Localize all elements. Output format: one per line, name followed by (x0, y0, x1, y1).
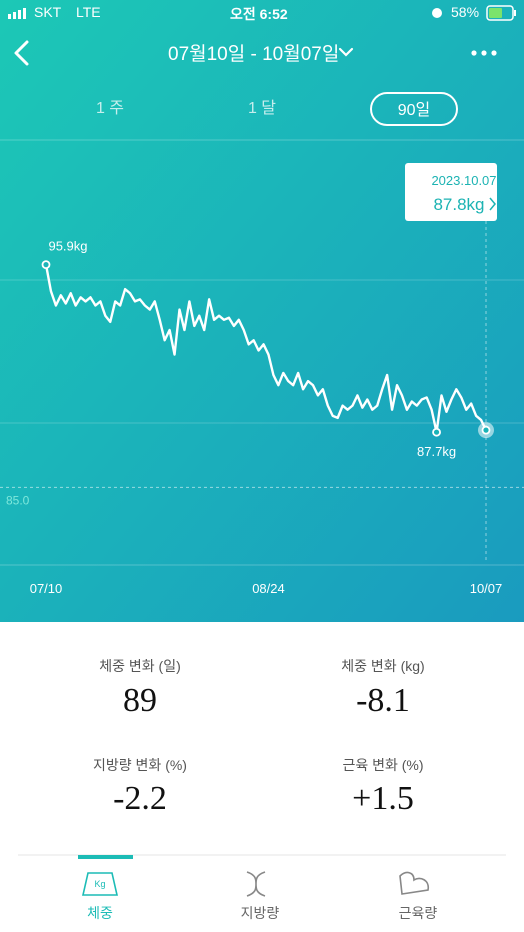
stat-label: 지방량 변화 (%) (93, 757, 187, 773)
weight-line (44, 263, 488, 434)
battery-percent: 58% (451, 4, 480, 20)
tooltip-date: 2023.10.07 (431, 173, 496, 188)
battery-level (489, 8, 502, 18)
stat-label: 체중 변화 (일) (99, 658, 181, 674)
nav-indicator (78, 855, 133, 859)
stat-value: -2.2 (113, 780, 167, 817)
point-marker (432, 427, 441, 437)
weight-icon[interactable]: Kg (81, 872, 119, 896)
reference-label: 85.0 (6, 493, 30, 507)
tooltip-chevron (489, 197, 496, 211)
signal-icon (8, 8, 26, 19)
nav-item[interactable]: 지방량 (240, 905, 280, 921)
plot: 85.0 07/10 08/24 10/07 95.9kg 87.7kg 2023.10.0… (0, 163, 524, 596)
more-button[interactable] (471, 50, 497, 56)
point-marker (41, 260, 51, 270)
carrier: SKT (34, 4, 62, 20)
dropdown-icon[interactable] (338, 47, 354, 57)
battery-tip (514, 10, 516, 16)
stat-value: +1.5 (352, 780, 414, 817)
x-tick-label: 10/07 (470, 581, 503, 596)
fat-icon[interactable] (246, 871, 266, 897)
background (0, 0, 524, 622)
tooltip-box (405, 163, 497, 221)
value-label: 95.9kg (48, 239, 87, 254)
clock: 오전 6:52 (230, 6, 288, 22)
tab[interactable]: 1 달 (247, 100, 277, 117)
stat-value: 89 (123, 682, 157, 719)
network: LTE (76, 4, 101, 20)
alarm-icon (432, 8, 442, 18)
stat-value: -8.1 (356, 682, 410, 719)
stat-label: 근육 변화 (%) (342, 757, 424, 773)
back-button[interactable] (14, 40, 29, 66)
nav-item[interactable]: 체중 (87, 905, 113, 921)
stat-label: 체중 변화 (kg) (341, 658, 425, 674)
svg-text:Kg: Kg (94, 879, 105, 889)
tab[interactable]: 1 주 (95, 100, 125, 117)
date-range[interactable]: 07월10일 - 10월07일 (168, 43, 339, 65)
selected-point (481, 425, 491, 435)
battery-icon (486, 5, 514, 21)
tooltip-value: 87.8kg (433, 195, 484, 214)
nav-item[interactable]: 근육량 (398, 905, 438, 921)
x-tick-label: 08/24 (252, 581, 285, 596)
value-label: 87.7kg (417, 444, 456, 459)
tab-active[interactable]: 90일 (370, 92, 458, 126)
bottom-nav: Kg (18, 854, 506, 897)
chart-area: 07월10일 - 10월07일 85.0 07/10 08/24 10/07 95.9k… (0, 0, 524, 622)
muscle-icon[interactable] (399, 871, 430, 895)
x-tick-label: 07/10 (30, 581, 63, 596)
